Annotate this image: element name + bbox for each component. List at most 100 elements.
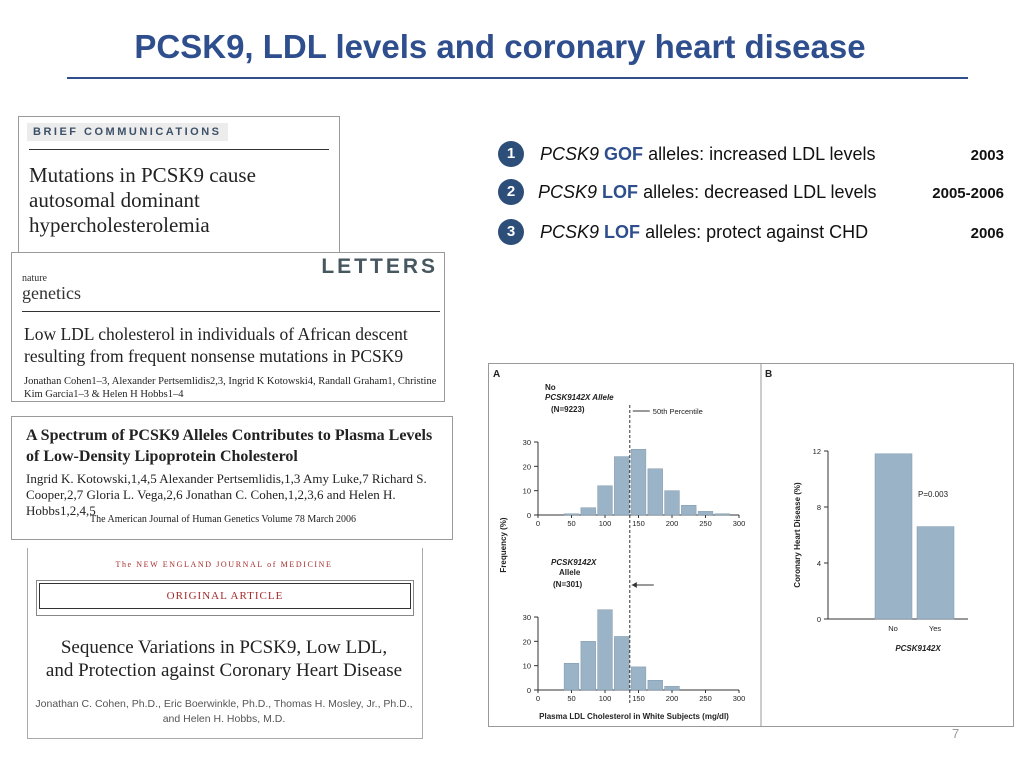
bottom-hist-x-tick-label: 200 (666, 694, 679, 703)
paper-title: Low LDL cholesterol in individuals of Af… (24, 323, 408, 367)
paper-authors-line: and Helen H. Hobbs, M.D. (162, 713, 286, 725)
divider (29, 149, 329, 150)
paper-title-line: Sequence Variations in PCSK9, Low LDL, (60, 637, 388, 658)
gene-name: PCSK9 (538, 182, 598, 202)
bottom-hist-bar (647, 680, 663, 691)
finding-description: alleles: decreased LDL levels (643, 182, 877, 202)
top-hist-x-tick-label: 50 (567, 519, 575, 528)
panel-b-y-tick-label: 0 (817, 615, 821, 624)
p-value: P=0.003 (918, 490, 949, 499)
panel-b-category-label: No (888, 624, 898, 633)
top-hist-bar (647, 468, 663, 516)
bottom-hist-y-tick-label: 10 (523, 662, 531, 671)
finding-description: alleles: protect against CHD (645, 222, 869, 242)
paper-title-line: Mutations in PCSK9 cause (29, 163, 256, 187)
finding-description: alleles: increased LDL levels (648, 144, 876, 164)
top-hist-bar (580, 507, 596, 516)
paper-authors-line: Jonathan C. Cohen, Ph.D., Eric Boerwinkl… (35, 698, 413, 710)
top-hist-bar (614, 456, 630, 516)
number-badge: 3 (498, 219, 524, 245)
panel-b-bar (916, 526, 955, 620)
finding-text: PCSK9 LOF alleles: protect against CHD (540, 222, 868, 243)
panel-b-bar (874, 453, 913, 620)
bottom-hist-bar (580, 641, 596, 691)
paper-authors: Jonathan C. Cohen, Ph.D., Eric Boerwinkl… (27, 697, 421, 727)
section-box (36, 580, 414, 616)
bottom-hist-x-tick-label: 250 (699, 694, 712, 703)
finding-item-2: 2 PCSK9 LOF alleles: decreased LDL level… (498, 179, 1008, 205)
bottom-hist-n: (N=301) (553, 580, 582, 589)
top-hist-label: No (545, 383, 556, 392)
bottom-hist-bar (597, 609, 613, 691)
paper-title-line: resulting from frequent nonsense mutatio… (24, 346, 404, 366)
paper-title-line: A Spectrum of PCSK9 Alleles Contributes … (26, 427, 433, 444)
top-hist-x-tick-label: 300 (733, 519, 746, 528)
panel-a-y-label: Frequency (%) (499, 517, 508, 572)
top-hist-x-tick-label: 200 (666, 519, 679, 528)
top-hist-y-tick-label: 0 (527, 511, 531, 520)
top-hist-x-tick-label: 0 (536, 519, 540, 528)
percentile-label: 50th Percentile (653, 407, 703, 416)
paper-title: Sequence Variations in PCSK9, Low LDL, a… (27, 636, 421, 682)
paper-title: Mutations in PCSK9 cause autosomal domin… (29, 163, 256, 238)
gene-name: PCSK9 (540, 222, 600, 242)
top-hist-y-tick-label: 30 (523, 438, 531, 447)
panel-b-x-label: PCSK9142X (895, 644, 941, 653)
paper-title-line: and Protection against Coronary Heart Di… (45, 660, 403, 681)
title-rule (67, 77, 968, 79)
number-badge: 2 (498, 179, 524, 205)
journal-masthead: The NEW ENGLAND JOURNAL of MEDICINE (115, 560, 333, 569)
allele-type: LOF (602, 182, 639, 202)
section-tag: LETTERS (321, 255, 438, 278)
arrow-head (631, 582, 637, 588)
top-hist-label: PCSK9142X Allele (545, 393, 614, 402)
bottom-hist-label: Allele (559, 568, 581, 577)
paper-thumbnail-ajhg: A Spectrum of PCSK9 Alleles Contributes … (11, 416, 453, 540)
top-hist-y-tick-label: 20 (523, 462, 531, 471)
finding-year: 2005-2006 (932, 185, 1004, 202)
panel-b-y-tick-label: 8 (817, 503, 821, 512)
top-hist-x-tick-label: 150 (632, 519, 645, 528)
bottom-hist-y-tick-label: 30 (523, 613, 531, 622)
bottom-hist-x-tick-label: 300 (733, 694, 746, 703)
bottom-hist-y-tick-label: 0 (527, 686, 531, 695)
top-hist-bar (681, 505, 697, 516)
bottom-hist-label: PCSK9142X (551, 558, 597, 567)
top-hist-bar (630, 449, 647, 516)
top-hist-x-tick-label: 250 (699, 519, 712, 528)
bottom-hist-y-tick-label: 20 (523, 637, 531, 646)
finding-text: PCSK9 GOF alleles: increased LDL levels (540, 144, 876, 165)
bottom-hist-bar (614, 636, 630, 691)
section-tag: ORIGINAL ARTICLE (39, 583, 411, 609)
page-number: 7 (952, 726, 960, 741)
section-tag: BRIEF COMMUNICATIONS (27, 123, 228, 141)
bottom-hist-bar (630, 666, 647, 691)
bottom-hist-x-tick-label: 50 (567, 694, 575, 703)
panel-label-a: A (493, 369, 500, 380)
gene-name: PCSK9 (540, 144, 600, 164)
paper-title: A Spectrum of PCSK9 Alleles Contributes … (26, 425, 432, 467)
bottom-hist-bar (664, 686, 680, 691)
page-title: PCSK9, LDL levels and coronary heart dis… (134, 28, 866, 65)
paper-thumbnail-brief-communication: BRIEF COMMUNICATIONS Mutations in PCSK9 … (18, 116, 340, 256)
top-hist-bar (714, 513, 730, 516)
paper-thumbnail-nature-genetics: nature genetics LETTERS Low LDL choleste… (11, 252, 445, 402)
allele-type: GOF (604, 144, 644, 164)
bottom-hist-x-tick-label: 0 (536, 694, 540, 703)
top-hist-n: (N=9223) (551, 405, 585, 414)
panel-b-y-tick-label: 12 (813, 447, 821, 456)
allele-type: LOF (604, 222, 641, 242)
finding-year: 2006 (970, 225, 1004, 242)
panel-a-x-label: Plasma LDL Cholesterol in White Subjects… (539, 712, 729, 721)
finding-year: 2003 (970, 147, 1004, 164)
panel-b-y-tick-label: 4 (817, 559, 821, 568)
journal-logo-nature: nature (22, 273, 47, 284)
paper-authors: Ingrid K. Kotowski,1,4,5 Alexander Perts… (26, 471, 427, 518)
top-hist-bar (597, 485, 613, 516)
paper-authors: Jonathan Cohen1–3, Alexander Pertsemlidi… (24, 376, 437, 400)
paper-title-line: Low LDL cholesterol in individuals of Af… (24, 324, 408, 344)
number-badge: 1 (498, 141, 524, 167)
journal-logo-genetics: genetics (22, 283, 81, 303)
top-hist-x-tick-label: 100 (599, 519, 612, 528)
